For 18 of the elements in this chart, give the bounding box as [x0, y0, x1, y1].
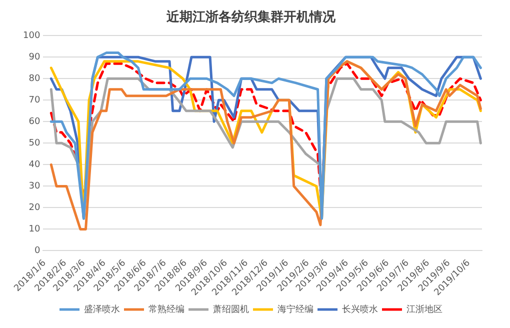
y-tick-label: 20: [28, 203, 40, 214]
y-tick-label: 100: [22, 30, 40, 41]
y-tick-label: 70: [28, 95, 40, 106]
y-tick-label: 80: [28, 74, 40, 84]
y-tick-label: 0: [34, 246, 40, 256]
legend-label: 萧绍圆机: [213, 304, 249, 315]
legend-label: 常熟经编: [148, 304, 184, 315]
y-tick-label: 90: [28, 52, 40, 62]
chart-title: 近期江浙各纺织集群开机情况: [166, 9, 336, 26]
y-tick-label: 10: [28, 224, 40, 235]
legend-label: 海宁经编: [278, 304, 314, 315]
legend-label: 江浙地区: [406, 304, 442, 315]
y-tick-label: 30: [28, 182, 40, 192]
y-tick-label: 40: [28, 160, 40, 170]
y-tick-label: 60: [28, 116, 40, 127]
y-tick-label: 50: [28, 138, 40, 149]
legend-label: 长兴喷水: [342, 304, 378, 315]
legend-label: 盛泽喷水: [84, 304, 120, 315]
